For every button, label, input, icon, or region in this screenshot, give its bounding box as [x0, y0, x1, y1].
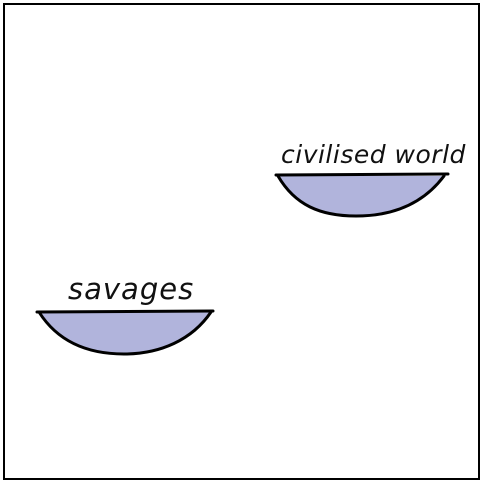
savages-bowl [39, 312, 211, 354]
drawing-frame [3, 3, 480, 480]
savages-label: savages [68, 272, 194, 306]
savages-bowl-outline [37, 310, 213, 356]
civilised-world-label: civilised world [281, 140, 466, 169]
civilised-world-bowl-outline [276, 174, 446, 218]
civilised-world-rim [274, 172, 450, 177]
civilised-world-pan: civilised world [274, 140, 466, 218]
civilised-world-bowl [278, 176, 444, 216]
savages-pan: savages [35, 272, 215, 356]
savages-rim [35, 309, 215, 314]
